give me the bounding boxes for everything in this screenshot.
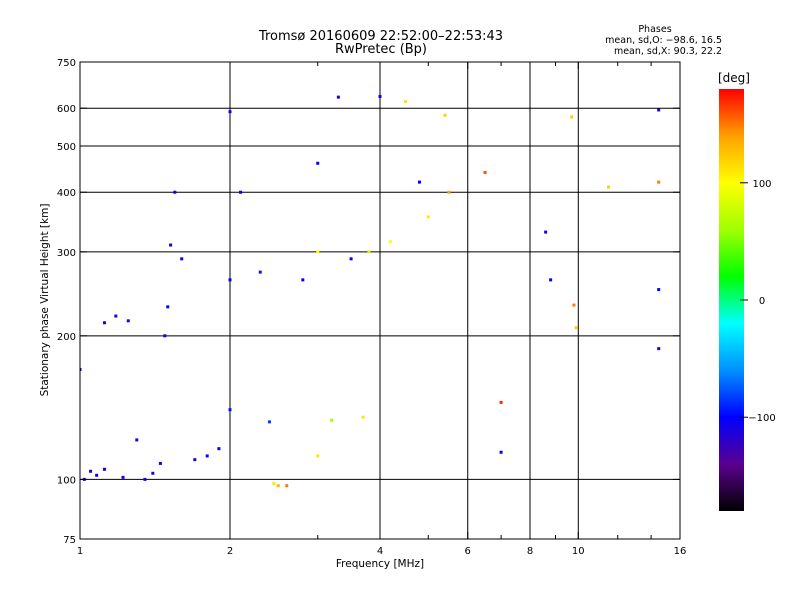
data-points xyxy=(80,94,661,488)
y-tick-label: 750 xyxy=(57,58,76,69)
echo-point xyxy=(258,270,262,274)
x-tick-labels: 1 2 4 6 8 10 16 xyxy=(77,546,687,557)
colorbar-label: [deg] xyxy=(718,71,750,85)
echo-point xyxy=(316,161,320,165)
echo-point xyxy=(378,94,382,98)
x-tick-label: 6 xyxy=(465,546,471,557)
echo-point xyxy=(336,95,340,99)
echo-point xyxy=(158,461,162,465)
echo-point xyxy=(301,278,305,282)
plot-area xyxy=(79,61,681,540)
echo-point xyxy=(349,257,353,261)
x-axis-label: Frequency [MHz] xyxy=(336,558,424,570)
echo-point xyxy=(657,180,661,184)
y-tick-label: 400 xyxy=(57,188,76,199)
echo-point xyxy=(193,458,197,462)
echo-point xyxy=(276,484,280,488)
echo-point xyxy=(544,230,548,234)
y-tick-label: 600 xyxy=(57,104,76,115)
echo-point xyxy=(272,482,276,486)
echo-point xyxy=(143,477,147,481)
echo-point xyxy=(169,243,173,247)
echo-point xyxy=(316,454,320,458)
y-tick-label: 500 xyxy=(57,142,76,153)
echo-point xyxy=(443,113,447,117)
echo-point xyxy=(316,250,320,254)
echo-point xyxy=(657,347,661,351)
echo-point xyxy=(572,303,576,307)
x-tick-label: 1 xyxy=(77,546,83,557)
plot-frame xyxy=(79,61,681,540)
chart-title: Tromsø 20160609 22:52:00–22:53:43 xyxy=(258,29,503,44)
echo-point xyxy=(574,326,578,330)
grid-lines xyxy=(80,62,680,539)
x-tick-label: 10 xyxy=(572,546,585,557)
stats-line-o: mean, sd,O: −98.6, 16.5 xyxy=(605,35,722,46)
echo-point xyxy=(205,454,209,458)
colorbar-tick-label: 100 xyxy=(752,179,771,190)
echo-point xyxy=(447,190,451,194)
echo-point xyxy=(163,334,167,338)
echo-point xyxy=(217,447,221,451)
stats-header: Phases xyxy=(638,24,671,35)
y-tick-label: 300 xyxy=(57,248,76,259)
echo-point xyxy=(228,278,232,282)
echo-point xyxy=(607,185,611,189)
echo-point xyxy=(228,408,232,412)
echo-point xyxy=(657,288,661,292)
echo-point xyxy=(657,108,661,112)
echo-point xyxy=(570,115,574,119)
echo-point xyxy=(228,110,232,114)
echo-point xyxy=(483,170,487,174)
echo-point xyxy=(173,190,177,194)
x-tick-label: 2 xyxy=(227,546,233,557)
echo-point xyxy=(403,99,407,103)
x-tick-label: 16 xyxy=(674,546,687,557)
colorbar-ticks: 100 0 −100 xyxy=(740,179,776,424)
colorbar-tick-label: −100 xyxy=(748,413,775,424)
echo-point xyxy=(267,420,271,424)
echo-point xyxy=(499,450,503,454)
echo-point xyxy=(103,467,107,471)
echo-point xyxy=(151,471,155,475)
y-axis-label: Stationary phase Virtual Height [km] xyxy=(39,204,51,397)
y-tick-label: 200 xyxy=(57,332,76,343)
x-tick-label: 4 xyxy=(377,546,383,557)
echo-point xyxy=(89,469,93,473)
echo-point xyxy=(80,367,82,371)
y-tick-label: 100 xyxy=(57,475,76,486)
colorbar-tick-label: 0 xyxy=(759,296,765,307)
y-tick-label: 75 xyxy=(63,535,76,546)
echo-point xyxy=(330,418,334,422)
echo-point xyxy=(126,319,130,323)
echo-point xyxy=(499,400,503,404)
y-tick-labels: 75 100 200 300 400 500 600 750 xyxy=(57,58,76,546)
echo-point xyxy=(180,257,184,261)
echo-point xyxy=(239,190,243,194)
echo-point xyxy=(361,415,365,419)
echo-point xyxy=(135,438,139,442)
echo-point xyxy=(417,180,421,184)
echo-point xyxy=(367,250,371,254)
echo-point xyxy=(121,475,125,479)
echo-point xyxy=(285,484,289,488)
echo-point xyxy=(389,240,393,244)
stats-line-x: mean, sd,X: 90.3, 22.2 xyxy=(614,46,722,57)
colorbar-gradient xyxy=(719,89,744,511)
chart-subtitle: RwPretec (Bp) xyxy=(335,42,427,57)
echo-point xyxy=(103,321,107,325)
echo-point xyxy=(95,473,99,477)
echo-point xyxy=(166,305,170,309)
echo-point xyxy=(426,215,430,219)
axis-ticks xyxy=(79,61,681,540)
colorbar: [deg] 100 0 −100 xyxy=(718,71,776,511)
echo-point xyxy=(114,314,118,318)
x-tick-label: 8 xyxy=(527,546,533,557)
echo-point xyxy=(549,278,553,282)
